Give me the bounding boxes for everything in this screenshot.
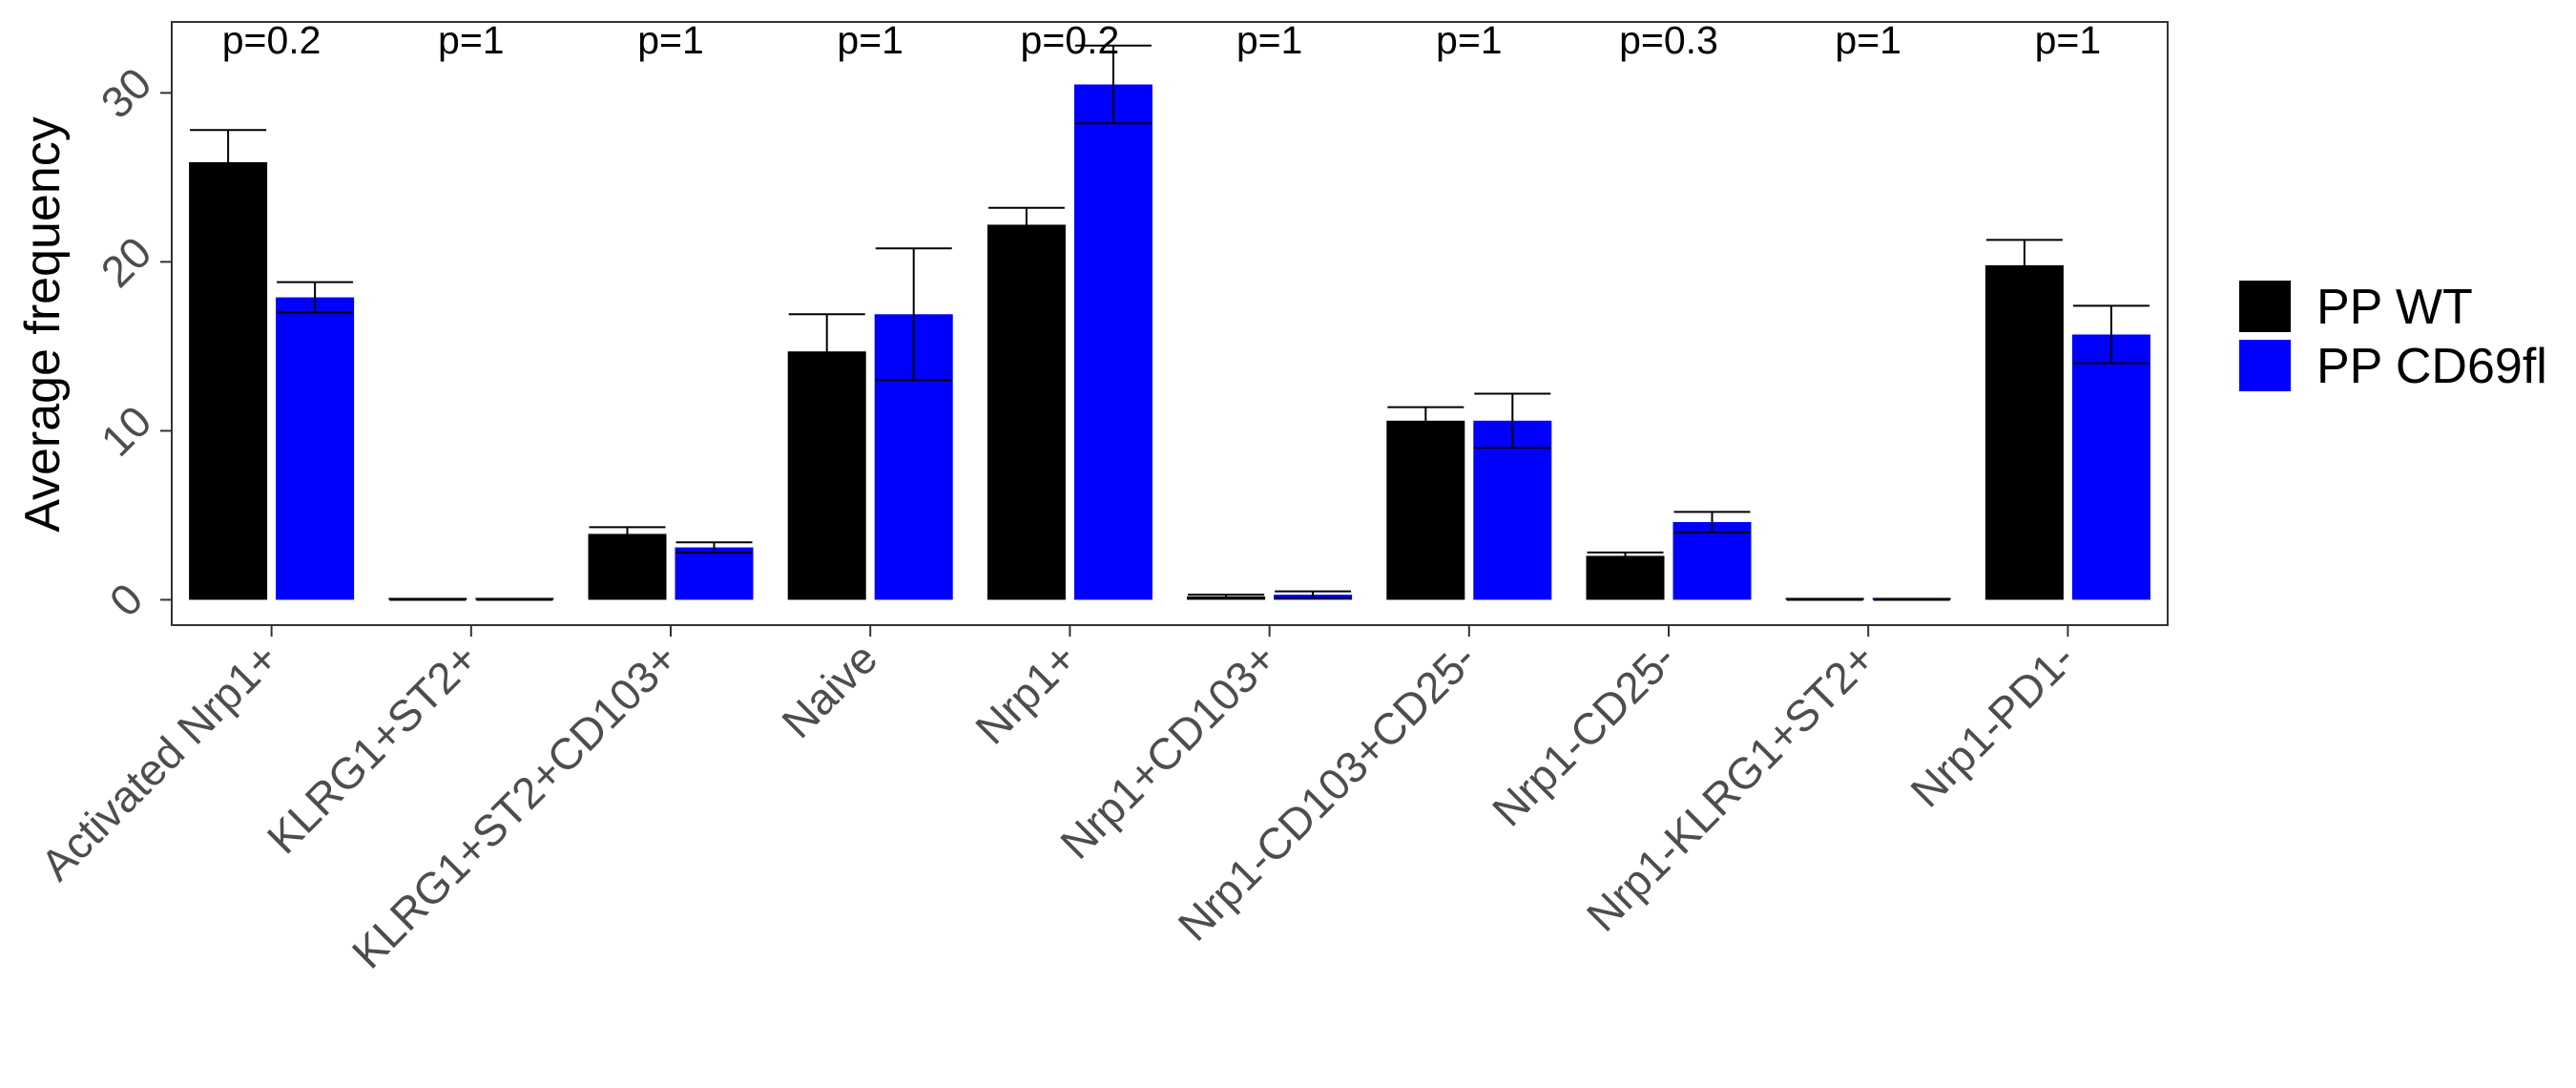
bars-layer [189,84,2150,600]
p-value-annotations: p=0.2 p=1 p=1 p=1 p=0.2 p=1 p=1 p=0.3 p=1 p=1 [222,18,2101,62]
bar [2071,334,2150,600]
bar [787,351,866,600]
bar [1586,555,1665,600]
p-value-label: p=1 [637,18,704,62]
bar [1984,264,2064,600]
bar [276,297,355,600]
legend-swatch-pp-wt [2239,281,2291,332]
bar [588,534,667,600]
legend-label-pp-wt: PP WT [2316,280,2473,335]
y-axis-title: Average frequency [15,116,71,533]
p-value-label: p=1 [1835,18,1901,62]
legend-swatch-pp-cd69fl [2239,340,2291,391]
bar [675,547,754,600]
legend-label-pp-cd69fl: PP CD69fl [2316,339,2547,394]
bar [189,161,268,600]
legend: PP WT PP CD69fl [2239,280,2547,394]
p-value-label: p=1 [1236,18,1303,62]
bar [1473,420,1552,600]
bar [1386,420,1465,600]
bar [987,224,1066,600]
p-value-label: p=0.2 [1021,18,1120,62]
error-bars-layer [190,44,2150,601]
bar [1073,84,1153,600]
p-value-label: p=1 [1436,18,1503,62]
p-value-label: p=1 [438,18,505,62]
p-value-label: p=0.2 [222,18,322,62]
bar [1672,522,1752,600]
p-value-label: p=0.3 [1619,18,1718,62]
plot-panel-border [171,21,2169,626]
p-value-label: p=1 [837,18,904,62]
p-value-label: p=1 [2035,18,2102,62]
